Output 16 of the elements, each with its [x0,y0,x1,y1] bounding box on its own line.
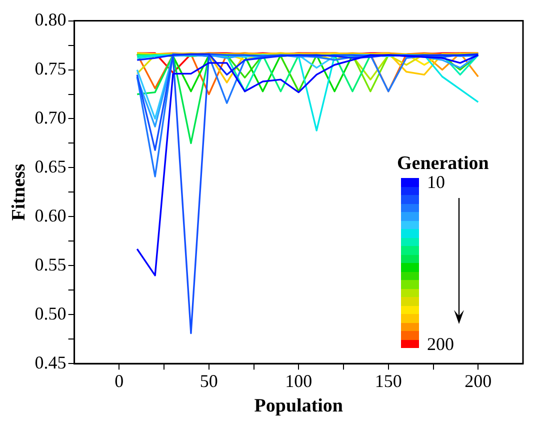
y-tick-label: 0.65 [34,156,66,176]
x-tick-label: 50 [200,371,218,392]
x-tick-label: 150 [374,371,402,392]
y-tick-label: 0.55 [34,254,66,274]
y-axis-title: Fitness [8,164,30,221]
y-tick-label: 0.70 [34,107,66,128]
y-tick-label: 0.80 [34,10,66,30]
x-tick-label: 100 [285,371,312,392]
y-tick-label: 0.75 [34,58,66,79]
x-axis-title: Population [254,396,344,417]
y-tick-label: 0.60 [34,205,66,226]
legend-label: 200 [427,332,454,355]
x-tick-label: 200 [464,371,492,392]
y-tick-label: 0.50 [34,303,66,324]
y-tick-label: 0.45 [34,352,66,372]
x-tick-label: 0 [114,371,124,392]
